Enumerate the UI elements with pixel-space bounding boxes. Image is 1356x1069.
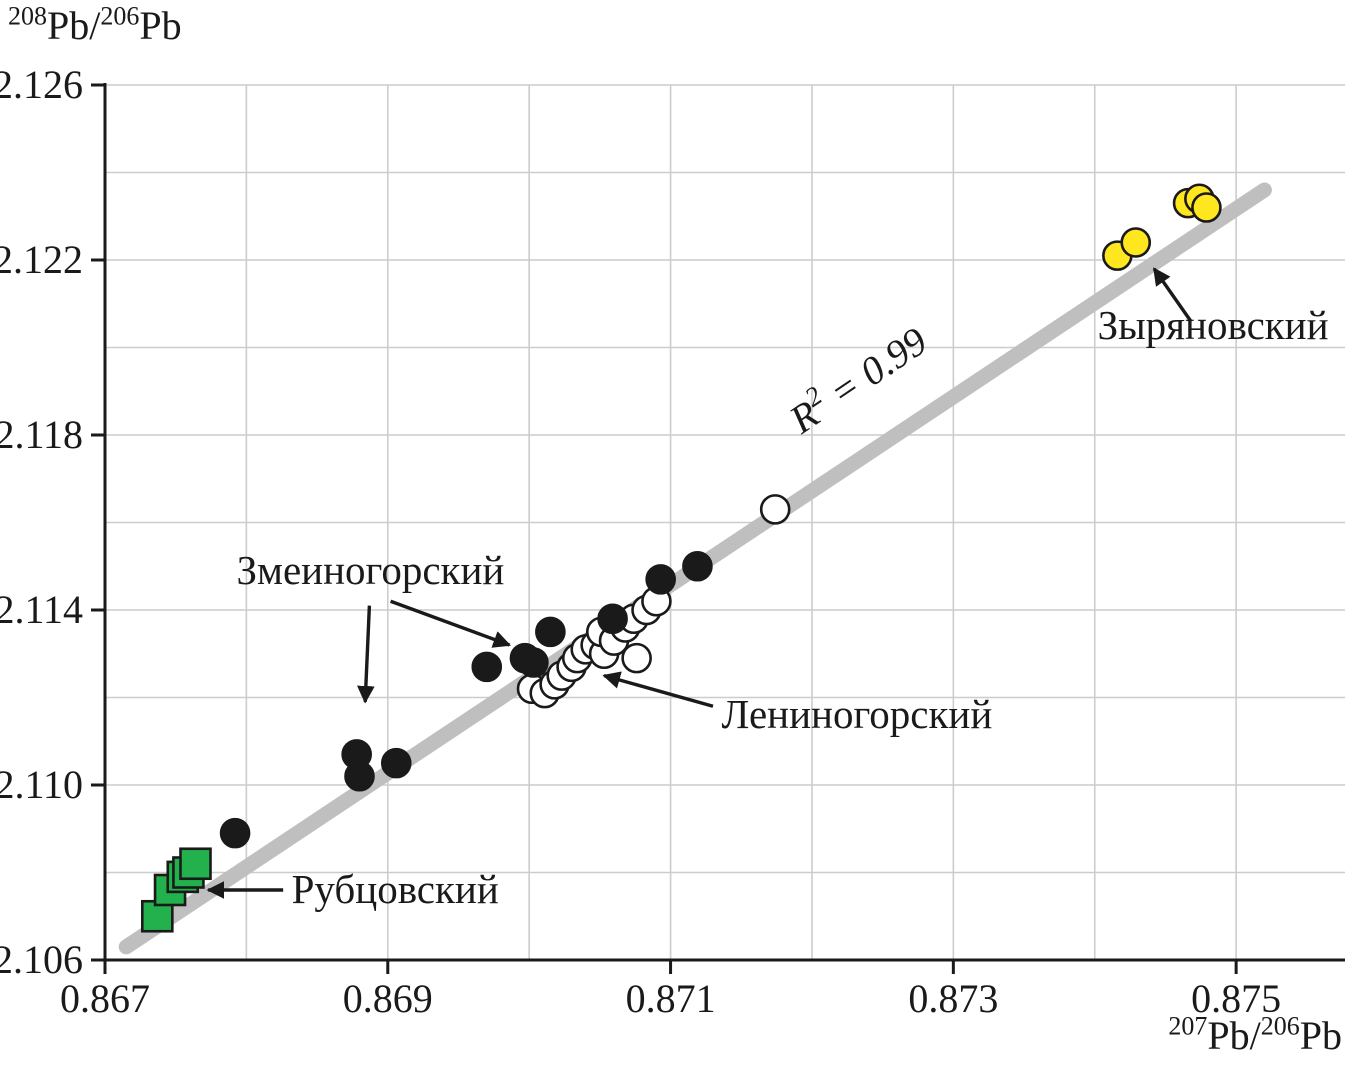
y-axis-label-base1: Pb/	[47, 3, 101, 48]
y-tick-label: 2.110	[0, 762, 83, 807]
data-point-circle	[344, 760, 375, 792]
zmeinogorsky-label-arrow	[390, 599, 512, 648]
x-axis-label-base1: Pb/	[1207, 1013, 1261, 1058]
axes-layer: 2.106 2.110 2.114 2.118 2.122 2.126 0.867 0.869…	[0, 62, 1345, 1021]
data-point-square	[179, 847, 212, 881]
zyryanovsky-label-arrow	[1152, 267, 1193, 323]
rubtsovsky-label: Рубцовский	[292, 866, 499, 912]
data-point-circle	[1191, 192, 1222, 223]
x-tick-label: 0.873	[908, 976, 998, 1021]
x-tick-label: 0.875	[1191, 976, 1281, 1021]
y-tick-label: 2.126	[0, 62, 83, 107]
data-point-circle	[535, 616, 566, 648]
x-axis-label-sup2: 206	[1260, 1011, 1300, 1041]
x-tick-label: 0.867	[60, 976, 150, 1021]
zmeinogorsky-label-arrow	[357, 605, 375, 704]
data-point-circle	[518, 647, 549, 678]
y-tick-label: 2.114	[0, 587, 83, 632]
x-axis-label: 207Pb/206Pb	[1168, 1011, 1342, 1058]
data-point-circle	[471, 651, 503, 683]
data-point-circle	[645, 564, 676, 595]
data-point-circle	[759, 494, 791, 525]
leninogorsky-label: Лениногорский	[721, 691, 992, 737]
data-point-circle	[621, 642, 652, 674]
data-point-circle	[1120, 227, 1152, 258]
x-axis-label-sup1: 207	[1168, 1011, 1208, 1041]
x-tick-label: 0.871	[626, 976, 716, 1021]
zmeinogorsky-label: Змеиногорский	[236, 547, 504, 593]
y-axis-label: 208Pb/206Pb	[8, 1, 182, 48]
y-tick-label: 2.118	[0, 412, 83, 457]
zyryanovsky-label: Зыряновский	[1098, 302, 1329, 348]
y-axis-label-sup2: 206	[100, 1, 140, 31]
annotation-layer: R2 = 0.99 ЗыряновскийЗмеиногорскийЛениног…	[206, 267, 1329, 912]
data-point-circle	[219, 817, 251, 849]
x-tick-label: 0.869	[343, 976, 433, 1021]
y-axis-label-base2: Pb	[139, 3, 182, 48]
x-axis-label-base2: Pb	[1299, 1013, 1342, 1058]
points-layer	[141, 183, 1222, 933]
grid-layer	[105, 84, 1345, 960]
y-axis-label-sup1: 208	[8, 1, 47, 31]
y-tick-label: 2.122	[0, 237, 83, 282]
data-point-circle	[682, 550, 713, 582]
data-point-circle	[597, 603, 628, 635]
y-tick-label: 2.106	[0, 937, 83, 982]
data-point-circle	[380, 747, 412, 779]
leninogorsky-label-arrow	[602, 671, 714, 708]
